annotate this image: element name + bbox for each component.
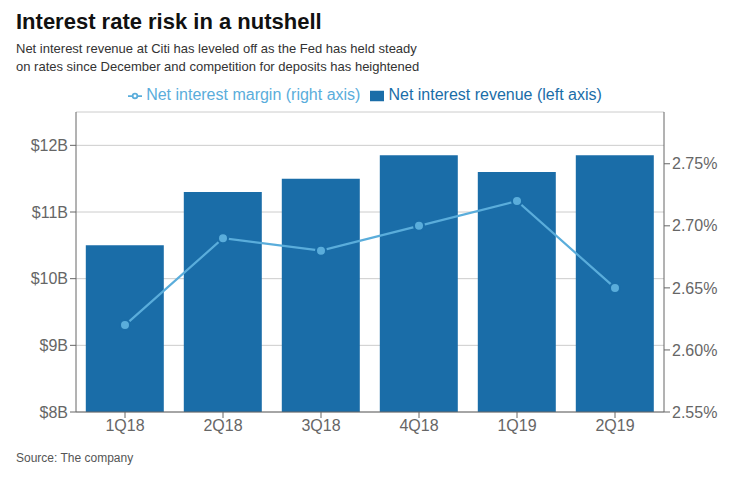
svg-text:2.70%: 2.70%: [672, 217, 717, 234]
svg-text:2Q18: 2Q18: [203, 417, 242, 434]
svg-text:3Q18: 3Q18: [301, 417, 340, 434]
svg-text:2.65%: 2.65%: [672, 280, 717, 297]
svg-text:1Q18: 1Q18: [105, 417, 144, 434]
svg-text:$9B: $9B: [40, 337, 68, 354]
svg-text:4Q18: 4Q18: [399, 417, 438, 434]
svg-text:$11B: $11B: [32, 204, 68, 221]
svg-text:$8B: $8B: [40, 404, 68, 421]
svg-text:2.60%: 2.60%: [672, 342, 717, 359]
svg-text:1Q19: 1Q19: [497, 417, 536, 434]
svg-text:$10B: $10B: [31, 270, 68, 287]
html-text:Net interest revenue at Citi h: Net interest revenue at Citi has leveled…: [16, 41, 417, 56]
html-text:on rates since December and co: on rates since December and competition …: [16, 59, 420, 74]
html-text:Source: The company: Source: The company: [16, 451, 134, 465]
html-text:Net interest margin (right axi: Net interest margin (right axis): [146, 86, 361, 103]
svg-text:2.75%: 2.75%: [672, 155, 717, 172]
svg-text:$12B: $12B: [31, 137, 68, 154]
svg-text:2Q19: 2Q19: [595, 417, 634, 434]
svg-text:2.55%: 2.55%: [672, 404, 717, 421]
html-text:Net interest revenue (left axi: Net interest revenue (left axis): [388, 86, 602, 103]
html-text:Interest rate risk in a nutshe: Interest rate risk in a nutshell: [16, 9, 322, 34]
